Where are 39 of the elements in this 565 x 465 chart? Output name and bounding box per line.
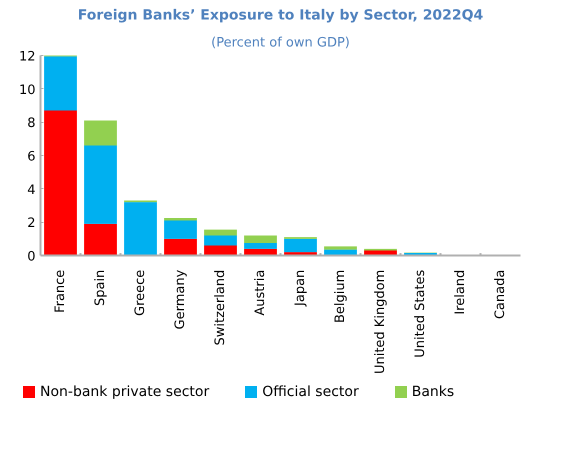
bar: [244, 243, 277, 249]
x-tick-label: Japan: [293, 270, 308, 307]
x-tick-label: Greece: [133, 270, 148, 316]
x-tick-label: United Kingdom: [373, 270, 388, 374]
x-tick-label: United States: [413, 269, 428, 358]
y-tick-label: 10: [18, 82, 36, 98]
y-tick-label: 2: [27, 216, 36, 232]
bar: [284, 238, 317, 252]
chart-subtitle: (Percent of own GDP): [211, 36, 350, 50]
bar: [84, 120, 117, 146]
bar: [204, 230, 237, 236]
bar: [84, 146, 117, 224]
bar: [44, 56, 77, 110]
legend-label: Banks: [412, 383, 454, 402]
chart-title: Foreign Banks’ Exposure to Italy by Sector, 2022Q4: [78, 8, 484, 24]
bar: [84, 224, 117, 256]
bar: [204, 236, 237, 246]
x-tick-label: Austria: [253, 270, 268, 316]
bar: [324, 246, 357, 250]
bar: [204, 246, 237, 256]
x-tick-label: Spain: [93, 270, 108, 306]
y-tick-label: 4: [27, 182, 36, 198]
legend-label: Non-bank private sector: [40, 383, 210, 402]
y-tick-label: 0: [27, 250, 36, 264]
bar: [164, 220, 197, 239]
x-tick-label: Canada: [493, 270, 508, 320]
bar: [124, 202, 157, 256]
x-tick-label: Germany: [173, 269, 188, 330]
x-tick-label: Belgium: [333, 270, 348, 323]
bar: [44, 110, 77, 256]
y-tick-label: 6: [27, 150, 36, 164]
y-tick-label: 8: [27, 116, 36, 132]
bar: [164, 238, 197, 256]
bar: [244, 236, 277, 243]
x-tick-label: Ireland: [453, 270, 468, 315]
y-tick-label: 12: [18, 50, 36, 64]
x-tick-label: Switzerland: [213, 270, 228, 346]
x-tick-label: France: [53, 270, 68, 313]
legend-label: Official sector: [262, 383, 359, 402]
